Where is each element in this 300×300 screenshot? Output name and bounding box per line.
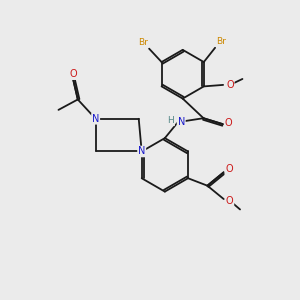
Text: Br: Br (216, 37, 226, 46)
Text: N: N (178, 117, 185, 127)
Text: N: N (138, 146, 146, 157)
Text: N: N (92, 114, 99, 124)
Text: H: H (167, 116, 174, 125)
Text: O: O (70, 69, 77, 79)
Text: O: O (226, 196, 233, 206)
Text: O: O (225, 164, 233, 174)
Text: O: O (226, 80, 234, 90)
Text: Br: Br (138, 38, 148, 47)
Text: O: O (225, 118, 232, 128)
